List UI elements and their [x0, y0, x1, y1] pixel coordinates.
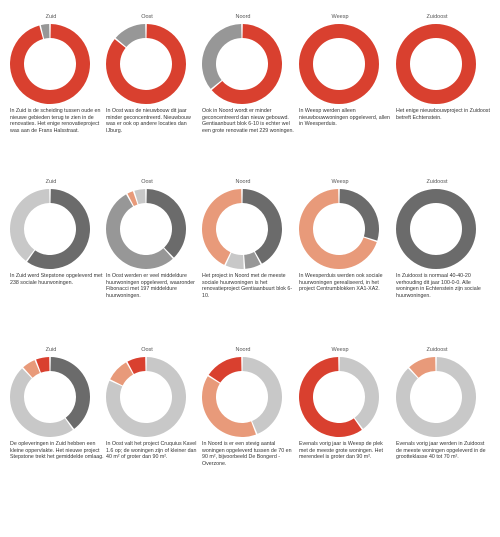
- region-label: Zuidoost: [426, 347, 448, 353]
- caption-text: De opleveringen in Zuid hebben een klein…: [10, 441, 104, 461]
- region-label: Weesp: [331, 179, 349, 185]
- donut-slice: [202, 189, 242, 265]
- donut-chart: [202, 189, 282, 269]
- donut-slice: [36, 357, 50, 373]
- donut-chart: [396, 357, 476, 437]
- region-label: Zuid: [45, 179, 57, 185]
- donut-slice: [202, 376, 256, 437]
- region-label: Zuid: [45, 14, 57, 20]
- donut-slice: [10, 368, 73, 437]
- donut-slice: [409, 357, 436, 378]
- region-label: Noord: [235, 179, 251, 185]
- region-label: Zuidoost: [426, 179, 448, 185]
- donut-slice: [211, 24, 282, 104]
- donut-slice: [202, 24, 242, 89]
- donut-chart: [396, 24, 476, 104]
- donut-chart: [202, 357, 282, 437]
- donut-slice: [244, 252, 261, 269]
- donut-chart: [10, 24, 90, 104]
- caption-text: Evenals vorig jaar is Weesp de plek met …: [299, 441, 383, 461]
- donut-slice: [127, 191, 138, 206]
- donut-chart: [299, 189, 379, 269]
- region-label: Noord: [235, 347, 251, 353]
- donut-chart: [106, 357, 186, 437]
- caption-text: In Weesp werden alleen nieuwbouwwoningen…: [299, 108, 390, 128]
- caption-text: In Oost was de nieuwbouw dit jaar minder…: [106, 108, 191, 134]
- donut-chart: [396, 189, 476, 269]
- donut-slice: [106, 194, 173, 269]
- donut-slice: [127, 357, 146, 374]
- donut-chart: [106, 189, 186, 269]
- region-label: Zuidoost: [426, 14, 448, 20]
- donut-slice: [339, 357, 379, 429]
- donut-slice: [339, 189, 379, 241]
- region-label: Oost: [141, 14, 153, 20]
- donut-slice: [106, 357, 186, 437]
- region-label: Weesp: [331, 14, 349, 20]
- region-label: Noord: [235, 14, 251, 20]
- donut-slice: [10, 24, 90, 104]
- donut-slice: [299, 357, 362, 437]
- caption-text: Het project in Noord met de meeste socia…: [202, 273, 293, 299]
- region-label: Oost: [141, 179, 153, 185]
- caption-text: In Zuidoost is normaal 40-40-20 verhoudi…: [396, 273, 481, 299]
- region-label: Weesp: [331, 347, 349, 353]
- donut-chart: [10, 189, 90, 269]
- caption-text: In Weesperduis werden ook sociale huurwo…: [299, 273, 383, 293]
- donut-slice: [396, 357, 476, 437]
- caption-text: Evenals vorig jaar werden in Zuidoost de…: [396, 441, 486, 461]
- caption-text: In Noord is er een stevig aantal woninge…: [202, 441, 292, 467]
- donut-slice: [146, 189, 186, 258]
- donut-slice: [225, 252, 244, 269]
- caption-text: Ook in Noord wordt er minder geconcentre…: [202, 108, 294, 134]
- caption-text: In Oost werden er veel middeldure huurwo…: [106, 273, 195, 299]
- donut-slice: [134, 189, 146, 205]
- donut-slice: [10, 189, 50, 261]
- donut-slice: [115, 24, 146, 48]
- caption-text: In Zuid is de scheiding tussen oude en n…: [10, 108, 101, 134]
- donut-chart: [299, 24, 379, 104]
- region-label: Zuid: [45, 347, 57, 353]
- donut-slice: [242, 357, 282, 434]
- donut-chart: [299, 357, 379, 437]
- donut-slice: [23, 360, 40, 378]
- caption-text: In Zuid werd Stepstone opgeleverd met 23…: [10, 273, 103, 286]
- donut-slice: [299, 189, 377, 269]
- donut-slice: [208, 357, 242, 383]
- donut-slice: [110, 362, 134, 386]
- donut-chart: [10, 357, 90, 437]
- donut-slice: [299, 24, 379, 104]
- donut-slice: [396, 24, 476, 104]
- donut-chart: [202, 24, 282, 104]
- donut-slice: [396, 189, 476, 269]
- donut-chart-grid: Zuid In Zuid is de scheiding tussen oude …: [10, 14, 490, 534]
- caption-text: Het enige nieuwbouwproject in Zuidoost b…: [396, 108, 490, 121]
- donut-slice: [242, 189, 282, 264]
- donut-slice: [40, 24, 50, 39]
- caption-text: In Oost valt het project Cruquius Kavel …: [106, 441, 197, 461]
- donut-slice: [106, 24, 186, 104]
- donut-slice: [27, 189, 90, 269]
- region-label: Oost: [141, 347, 153, 353]
- donut-chart: [106, 24, 186, 104]
- donut-slice: [50, 357, 90, 429]
